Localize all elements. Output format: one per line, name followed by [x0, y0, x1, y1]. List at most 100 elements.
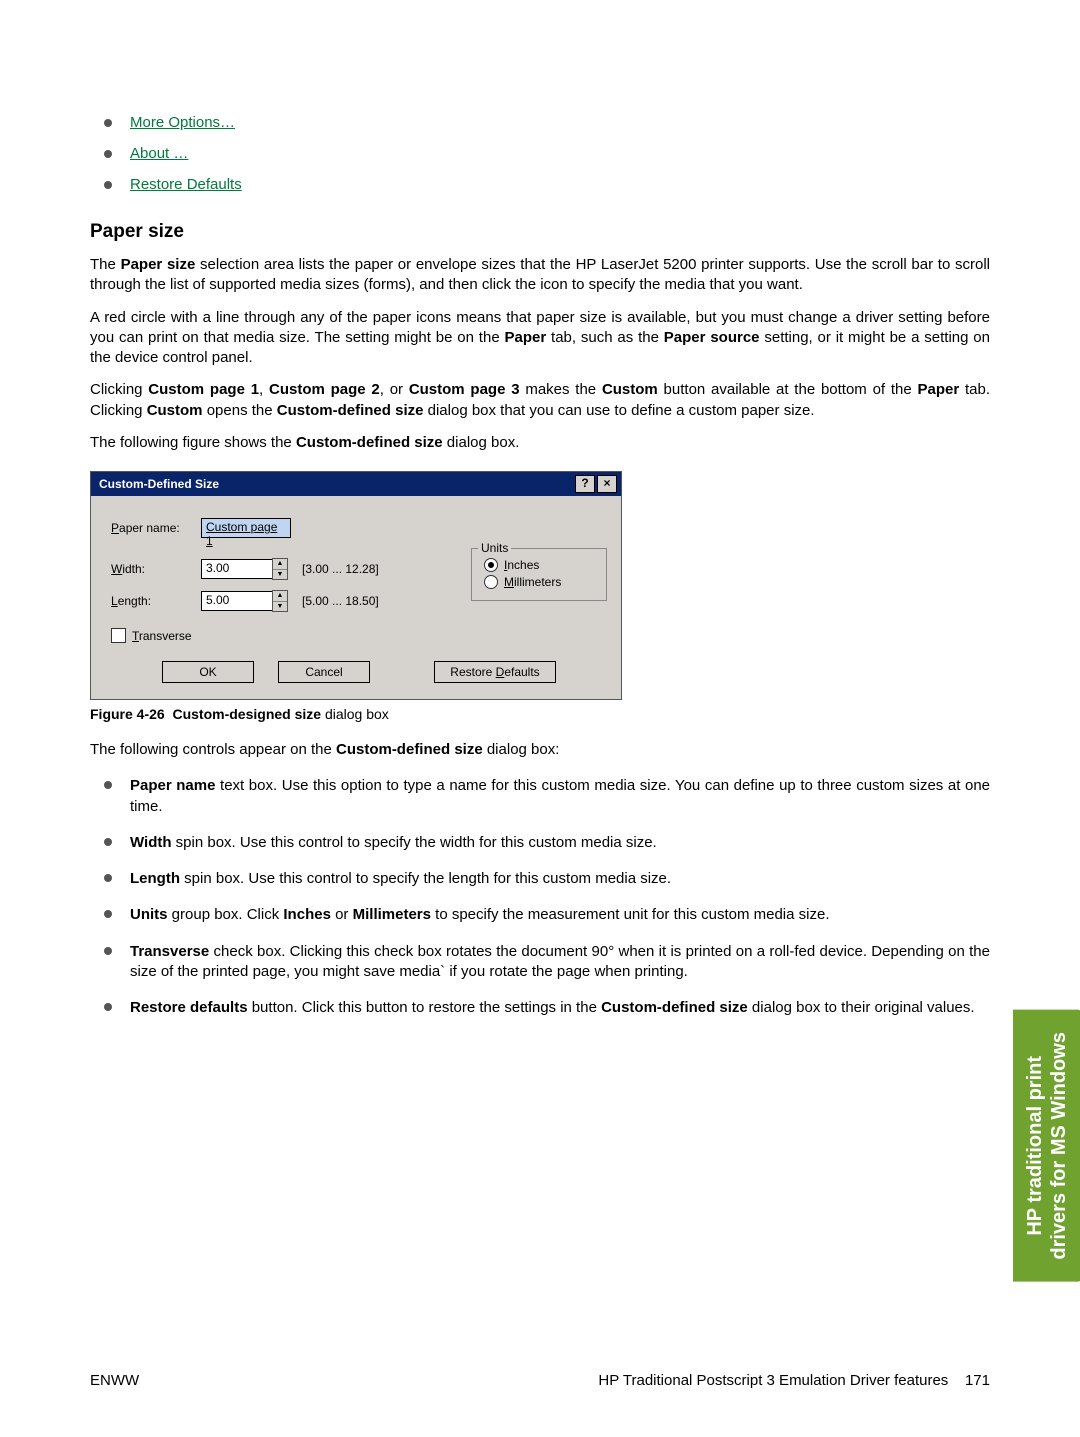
paragraph: A red circle with a line through any of …	[90, 308, 990, 369]
text-bold: Restore defaults	[130, 999, 248, 1016]
dialog-titlebar: Custom-Defined Size ? ×	[91, 472, 621, 496]
top-link-list: More Options… About … Restore Defaults	[90, 114, 990, 193]
text-bold: Custom-defined size	[601, 999, 748, 1016]
text: button available at the bottom of the	[658, 381, 918, 398]
list-item: Length spin box. Use this control to spe…	[90, 869, 990, 889]
millimeters-radio[interactable]	[484, 575, 498, 589]
figure-caption: Figure 4-26 Custom-designed size dialog …	[90, 706, 990, 722]
paragraph: Clicking Custom page 1, Custom page 2, o…	[90, 380, 990, 421]
text-bold: Custom-designed size	[172, 706, 321, 722]
text: The	[90, 256, 121, 273]
text-bold: Paper source	[664, 329, 760, 346]
text-bold: Custom-defined size	[296, 434, 443, 451]
help-icon[interactable]: ?	[575, 475, 595, 493]
text-bold: Paper name	[130, 777, 215, 794]
paper-name-input[interactable]: Custom page 1	[201, 518, 291, 538]
ok-button[interactable]: OK	[162, 661, 254, 683]
millimeters-label: Millimeters	[504, 575, 561, 589]
list-item: Width spin box. Use this control to spec…	[90, 833, 990, 853]
text-bold: Custom page 2	[269, 381, 380, 398]
text: ,	[259, 381, 269, 398]
page-footer: ENWW HP Traditional Postscript 3 Emulati…	[90, 1372, 990, 1389]
sidetab-line2: drivers for MS Windows	[1048, 1032, 1070, 1260]
dialog-title: Custom-Defined Size	[95, 477, 573, 491]
text: dialog box to their original values.	[748, 999, 975, 1016]
chevron-up-icon[interactable]: ▲	[273, 591, 287, 602]
more-options-link[interactable]: More Options…	[130, 114, 235, 131]
chevron-down-icon[interactable]: ▼	[273, 602, 287, 612]
text: opens the	[203, 402, 277, 419]
text: spin box. Use this control to specify th…	[180, 870, 671, 887]
close-icon[interactable]: ×	[597, 475, 617, 493]
restore-defaults-button[interactable]: Restore Defaults	[434, 661, 556, 683]
controls-list: Paper name text box. Use this option to …	[90, 776, 990, 1018]
text-bold: Custom page 1	[148, 381, 259, 398]
list-item: Paper name text box. Use this option to …	[90, 776, 990, 817]
text-bold: Width	[130, 834, 172, 851]
list-item: About …	[90, 145, 990, 162]
text: to specify the measurement unit for this…	[431, 906, 830, 923]
footer-text: HP Traditional Postscript 3 Emulation Dr…	[598, 1372, 948, 1389]
list-item: Units group box. Click Inches or Millime…	[90, 905, 990, 925]
length-range: [5.00 ... 18.50]	[302, 594, 379, 608]
inches-radio[interactable]	[484, 558, 498, 572]
text: makes the	[520, 381, 602, 398]
width-range: [3.00 ... 12.28]	[302, 562, 379, 576]
text-bold: Paper size	[121, 256, 196, 273]
text: spin box. Use this control to specify th…	[172, 834, 657, 851]
text: text box. Use this option to type a name…	[130, 777, 990, 814]
length-label: Length:	[111, 594, 201, 608]
dialog-body: Paper name: Custom page 1 Width: 3.00 ▲▼…	[91, 496, 621, 699]
restore-defaults-link[interactable]: Restore Defaults	[130, 176, 242, 193]
footer-right: HP Traditional Postscript 3 Emulation Dr…	[598, 1372, 990, 1389]
text-bold: Millimeters	[353, 906, 431, 923]
chevron-down-icon[interactable]: ▼	[273, 570, 287, 580]
footer-left: ENWW	[90, 1372, 139, 1389]
units-group: Units Inches Millimeters	[471, 548, 607, 601]
text: selection area lists the paper or envelo…	[90, 256, 990, 293]
text-bold: Transverse	[130, 943, 209, 960]
cancel-button[interactable]: Cancel	[278, 661, 370, 683]
text: The following figure shows the	[90, 434, 296, 451]
paper-name-label: Paper name:	[111, 521, 201, 535]
custom-defined-size-dialog: Custom-Defined Size ? × Paper name: Cust…	[90, 471, 622, 700]
width-spinner[interactable]: ▲▼	[272, 558, 288, 580]
paragraph: The following controls appear on the Cus…	[90, 740, 990, 760]
text: or	[331, 906, 353, 923]
text-bold: Custom	[602, 381, 658, 398]
units-legend: Units	[478, 541, 511, 555]
section-heading: Paper size	[90, 221, 990, 243]
text: dialog box:	[483, 741, 560, 758]
list-item: Restore Defaults	[90, 176, 990, 193]
inches-label: Inches	[504, 558, 539, 572]
text: , or	[380, 381, 409, 398]
length-spinner[interactable]: ▲▼	[272, 590, 288, 612]
text: The following controls appear on the	[90, 741, 336, 758]
text: check box. Clicking this check box rotat…	[130, 943, 990, 980]
length-input[interactable]: 5.00	[201, 591, 273, 611]
text-bold: Custom page 3	[409, 381, 520, 398]
side-tab: HP traditional print drivers for MS Wind…	[1013, 1010, 1080, 1282]
paragraph: The Paper size selection area lists the …	[90, 255, 990, 296]
paragraph: The following figure shows the Custom-de…	[90, 433, 990, 453]
text-bold: Custom-defined size	[336, 741, 483, 758]
chevron-up-icon[interactable]: ▲	[273, 559, 287, 570]
list-item: More Options…	[90, 114, 990, 131]
text: dialog box	[321, 706, 389, 722]
list-item: Transverse check box. Clicking this chec…	[90, 942, 990, 983]
sidetab-line1: HP traditional print	[1024, 1056, 1046, 1236]
text-bold: Custom-defined size	[277, 402, 424, 419]
page-number: 171	[965, 1372, 990, 1389]
width-input[interactable]: 3.00	[201, 559, 273, 579]
text-bold: Length	[130, 870, 180, 887]
text: dialog box that you can use to define a …	[423, 402, 814, 419]
transverse-label: Transverse	[132, 629, 192, 643]
text-bold: Paper	[505, 329, 547, 346]
text: tab, such as the	[546, 329, 664, 346]
text: dialog box.	[443, 434, 520, 451]
about-link[interactable]: About …	[130, 145, 188, 162]
list-item: Restore defaults button. Click this butt…	[90, 998, 990, 1018]
width-label: Width:	[111, 562, 201, 576]
text-bold: Inches	[283, 906, 331, 923]
transverse-checkbox[interactable]	[111, 628, 126, 643]
